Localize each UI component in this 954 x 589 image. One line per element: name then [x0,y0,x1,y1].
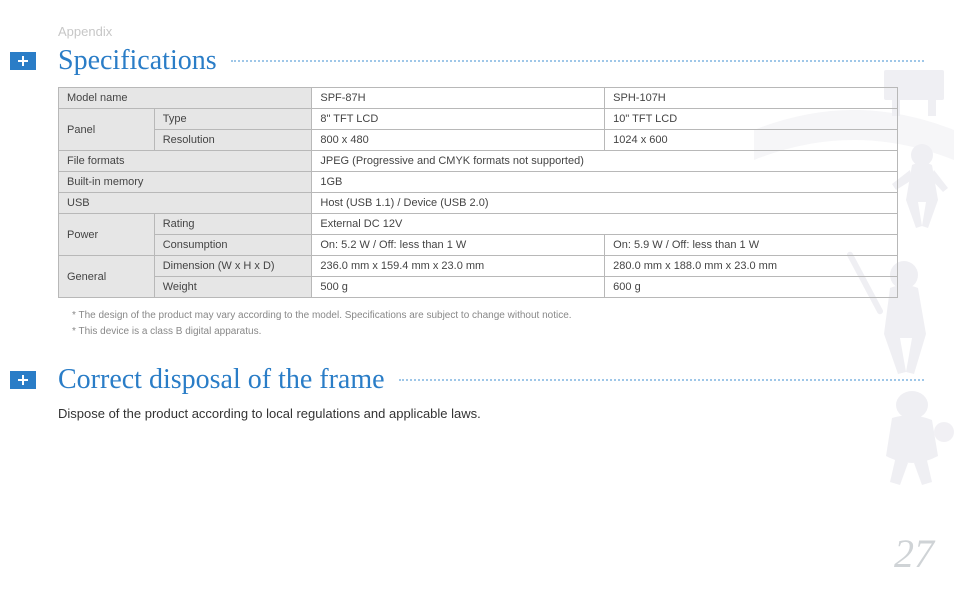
table-cell: On: 5.9 W / Off: less than 1 W [605,235,898,256]
plus-icon [10,371,36,389]
table-row: Weight500 g600 g [59,277,898,298]
table-cell: Dimension (W x H x D) [154,256,312,277]
section-specifications: Specifications [0,45,954,77]
table-row: ConsumptionOn: 5.2 W / Off: less than 1 … [59,235,898,256]
table-cell: Power [59,214,155,256]
table-cell: 280.0 mm x 188.0 mm x 23.0 mm [605,256,898,277]
table-cell: Weight [154,277,312,298]
table-row: PanelType8" TFT LCD10" TFT LCD [59,109,898,130]
table-cell: 1024 x 600 [605,130,898,151]
table-cell: 1GB [312,172,898,193]
table-row: GeneralDimension (W x H x D)236.0 mm x 1… [59,256,898,277]
table-cell: Type [154,109,312,130]
table-row: Model nameSPF-87HSPH-107H [59,88,898,109]
table-cell: Built-in memory [59,172,312,193]
table-cell: General [59,256,155,298]
disposal-text: Dispose of the product according to loca… [58,406,954,421]
specifications-table: Model nameSPF-87HSPH-107HPanelType8" TFT… [58,87,898,298]
table-cell: SPF-87H [312,88,605,109]
dotted-rule [231,60,924,62]
dotted-rule [399,379,924,381]
section-title-disposal: Correct disposal of the frame [58,364,385,396]
table-row: PowerRatingExternal DC 12V [59,214,898,235]
table-row: Resolution800 x 4801024 x 600 [59,130,898,151]
table-cell: File formats [59,151,312,172]
table-cell: External DC 12V [312,214,898,235]
table-cell: 800 x 480 [312,130,605,151]
footnotes: * The design of the product may vary acc… [72,308,954,340]
table-row: USBHost (USB 1.1) / Device (USB 2.0) [59,193,898,214]
table-cell: SPH-107H [605,88,898,109]
table-cell: Rating [154,214,312,235]
table-cell: Model name [59,88,312,109]
table-row: Built-in memory1GB [59,172,898,193]
footnote: * This device is a class B digital appar… [72,324,954,340]
table-cell: 500 g [312,277,605,298]
section-disposal: Correct disposal of the frame [0,364,954,396]
plus-icon [10,52,36,70]
section-icon [0,52,36,70]
table-cell: 600 g [605,277,898,298]
table-cell: USB [59,193,312,214]
breadcrumb: Appendix [58,24,954,39]
table-cell: Panel [59,109,155,151]
table-cell: 8" TFT LCD [312,109,605,130]
table-cell: Resolution [154,130,312,151]
table-cell: Host (USB 1.1) / Device (USB 2.0) [312,193,898,214]
page-number: 27 [894,530,934,577]
footnote: * The design of the product may vary acc… [72,308,954,324]
section-icon [0,371,36,389]
section-title-specifications: Specifications [58,45,217,77]
table-cell: On: 5.2 W / Off: less than 1 W [312,235,605,256]
table-cell: 236.0 mm x 159.4 mm x 23.0 mm [312,256,605,277]
table-cell: JPEG (Progressive and CMYK formats not s… [312,151,898,172]
table-cell: 10" TFT LCD [605,109,898,130]
table-row: File formatsJPEG (Progressive and CMYK f… [59,151,898,172]
table-cell: Consumption [154,235,312,256]
